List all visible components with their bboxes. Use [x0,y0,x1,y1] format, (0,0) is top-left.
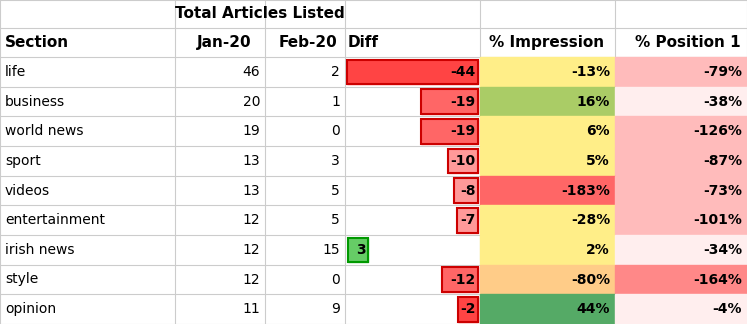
Text: Total Articles Listed: Total Articles Listed [175,6,345,21]
Text: -164%: -164% [693,272,742,286]
Bar [480,265,615,294]
Bar [480,176,615,205]
Bar [347,60,477,84]
Bar [615,235,747,265]
Bar [480,57,615,87]
Bar [421,89,477,114]
Text: -4%: -4% [713,302,742,316]
Text: 2: 2 [331,65,340,79]
Text: -12: -12 [450,272,476,286]
Bar [615,294,747,324]
Text: Feb-20: Feb-20 [278,35,337,50]
Bar [480,205,615,235]
Text: 9: 9 [331,302,340,316]
Text: world news: world news [5,124,84,138]
Text: Diff: Diff [348,35,379,50]
Text: 13: 13 [242,154,260,168]
Text: 5%: 5% [586,154,610,168]
Bar [480,235,615,265]
Bar [347,237,368,262]
Bar [615,87,747,116]
Bar [615,265,747,294]
Text: -79%: -79% [703,65,742,79]
Text: 3: 3 [356,243,365,257]
Text: -19: -19 [450,95,476,109]
Text: -126%: -126% [693,124,742,138]
Bar [615,176,747,205]
Bar [453,178,477,203]
Bar [421,119,477,144]
Text: 16%: 16% [577,95,610,109]
Text: 3: 3 [331,154,340,168]
Text: -28%: -28% [571,213,610,227]
Text: 12: 12 [242,272,260,286]
Text: % Position 1: % Position 1 [635,35,740,50]
Bar [456,208,477,233]
Text: 2%: 2% [586,243,610,257]
Text: -183%: -183% [561,183,610,198]
Bar [447,148,477,173]
Bar [421,89,477,114]
Text: -10: -10 [450,154,476,168]
Text: style: style [5,272,38,286]
Text: 12: 12 [242,243,260,257]
Bar [457,297,477,321]
Text: 12: 12 [242,213,260,227]
Text: opinion: opinion [5,302,56,316]
Text: 11: 11 [242,302,260,316]
Text: 13: 13 [242,183,260,198]
Text: -44: -44 [450,65,476,79]
Text: irish news: irish news [5,243,75,257]
Text: -7: -7 [460,213,476,227]
Bar [480,116,615,146]
Text: Section: Section [5,35,69,50]
Text: -101%: -101% [693,213,742,227]
Bar [421,119,477,144]
Text: 0: 0 [331,272,340,286]
Text: -34%: -34% [703,243,742,257]
Bar [480,146,615,176]
Bar [347,237,368,262]
Text: -19: -19 [450,124,476,138]
Text: 20: 20 [243,95,260,109]
Bar [457,297,477,321]
Text: 1: 1 [331,95,340,109]
Text: 5: 5 [331,183,340,198]
Text: Jan-20: Jan-20 [197,35,252,50]
Bar [441,267,477,292]
Text: -73%: -73% [703,183,742,198]
Text: 5: 5 [331,213,340,227]
Bar [615,146,747,176]
Text: -8: -8 [460,183,476,198]
Bar [456,208,477,233]
Bar [615,57,747,87]
Text: 6%: 6% [586,124,610,138]
Text: business: business [5,95,65,109]
Text: videos: videos [5,183,50,198]
Bar [480,294,615,324]
Bar [447,148,477,173]
Bar [441,267,477,292]
Text: % Impression: % Impression [489,35,604,50]
Text: -87%: -87% [703,154,742,168]
Text: -13%: -13% [571,65,610,79]
Text: 44%: 44% [577,302,610,316]
Text: -2: -2 [460,302,476,316]
Text: 19: 19 [242,124,260,138]
Text: -38%: -38% [703,95,742,109]
Text: sport: sport [5,154,41,168]
Text: 15: 15 [323,243,340,257]
Text: entertainment: entertainment [5,213,105,227]
Bar [480,87,615,116]
Text: 46: 46 [242,65,260,79]
Text: 0: 0 [331,124,340,138]
Bar [453,178,477,203]
Bar [615,116,747,146]
Bar [347,60,477,84]
Text: life: life [5,65,26,79]
Bar [615,205,747,235]
Text: -80%: -80% [571,272,610,286]
